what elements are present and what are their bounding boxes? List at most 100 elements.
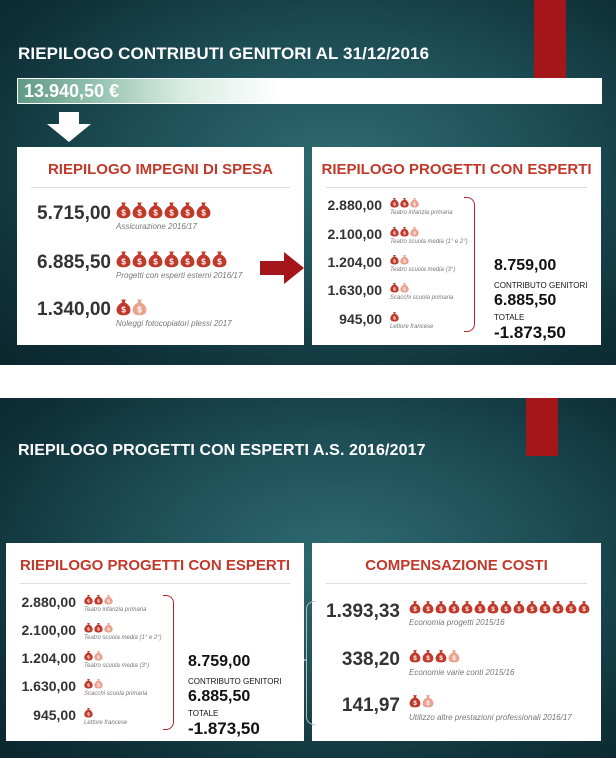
money-bag-icon: $ bbox=[422, 695, 434, 708]
progetti2-sum: 8.759,00 bbox=[188, 653, 251, 670]
money-bag-icon: $ bbox=[410, 198, 419, 208]
progetti1-bags-5: $ bbox=[390, 311, 400, 322]
money-bag-icon: $ bbox=[132, 251, 147, 268]
slide-1-red-tab bbox=[534, 0, 566, 78]
svg-text:$: $ bbox=[97, 655, 100, 661]
connector-line bbox=[272, 659, 306, 735]
money-bag-icon: $ bbox=[116, 251, 131, 268]
money-bag-icon: $ bbox=[390, 255, 399, 265]
svg-text:$: $ bbox=[393, 316, 396, 322]
money-bag-icon: $ bbox=[196, 251, 211, 268]
money-bag-icon: $ bbox=[461, 601, 473, 614]
progetti2-value-4: 1.630,00 bbox=[21, 678, 77, 694]
progetti1-bags-1: $ $ $ bbox=[390, 197, 420, 208]
progetti2-label-5: Lettore francese bbox=[84, 720, 128, 726]
progetti1-label-2: Teatro scuola media (1° e 2°) bbox=[390, 239, 468, 245]
money-bag-icon: $ bbox=[84, 708, 93, 718]
money-bag-icon: $ bbox=[448, 650, 460, 663]
progetti1-label-5: Lettore francese bbox=[390, 324, 434, 330]
svg-text:$: $ bbox=[201, 257, 206, 266]
svg-text:$: $ bbox=[185, 257, 190, 266]
impegni-label-1: Assicurazione 2016/17 bbox=[116, 222, 197, 231]
svg-text:$: $ bbox=[403, 231, 406, 237]
compensazione-bags-2: $ $ $ $ bbox=[409, 649, 461, 663]
svg-text:$: $ bbox=[393, 287, 396, 293]
slide-1: RIEPILOGO CONTRIBUTI GENITORI AL 31/12/2… bbox=[0, 0, 616, 365]
compensazione-title: COMPENSAZIONE COSTI bbox=[365, 557, 548, 574]
impegni-value-2: 6.885,50 bbox=[37, 252, 111, 273]
svg-text:$: $ bbox=[185, 208, 190, 217]
svg-text:$: $ bbox=[169, 257, 174, 266]
money-bag-icon: $ bbox=[104, 595, 113, 605]
impegni-card: RIEPILOGO IMPEGNI DI SPESA 5.715,00 $ $ $ $… bbox=[17, 147, 304, 345]
svg-text:$: $ bbox=[137, 208, 142, 217]
svg-text:$: $ bbox=[413, 606, 417, 613]
compensazione-divider bbox=[326, 583, 587, 584]
money-bag-icon: $ bbox=[422, 650, 434, 663]
compensazione-value-2: 338,20 bbox=[341, 649, 400, 670]
money-bag-icon: $ bbox=[500, 601, 512, 614]
svg-text:$: $ bbox=[393, 259, 396, 265]
progetti2-bags-2: $ $ $ bbox=[84, 622, 114, 633]
progetti2-bags-5: $ bbox=[84, 707, 94, 718]
impegni-title: RIEPILOGO IMPEGNI DI SPESA bbox=[47, 161, 274, 178]
svg-text:$: $ bbox=[169, 208, 174, 217]
progetti1-contributo: 6.885,50 bbox=[494, 292, 557, 309]
slide-2-red-tab bbox=[526, 398, 558, 456]
progetti2-label-3: Teatro scuola media (3°) bbox=[84, 663, 150, 669]
svg-text:$: $ bbox=[87, 712, 90, 718]
money-bag-icon: $ bbox=[400, 283, 409, 293]
down-arrow-icon bbox=[47, 112, 91, 142]
impegni-value-1: 5.715,00 bbox=[37, 203, 111, 224]
money-bag-icon: $ bbox=[409, 601, 421, 614]
svg-text:$: $ bbox=[426, 700, 430, 707]
progetti1-bags-4: $ $ bbox=[390, 282, 410, 293]
progetti1-contributo-label: CONTRIBUTO GENITORI bbox=[494, 281, 588, 290]
progetti1-label-4: Scacchi scuola primaria bbox=[390, 295, 454, 301]
svg-text:$: $ bbox=[107, 627, 110, 633]
progetti1-value-5: 945,00 bbox=[339, 311, 382, 327]
svg-text:$: $ bbox=[87, 655, 90, 661]
progetti1-totale: -1.873,50 bbox=[494, 323, 566, 342]
money-bag-icon: $ bbox=[116, 299, 131, 316]
money-bag-icon: $ bbox=[565, 601, 577, 614]
svg-text:$: $ bbox=[556, 606, 560, 613]
progetti2-totale-label: TOTALE bbox=[188, 709, 219, 718]
progetti2-contributo: 6.885,50 bbox=[188, 688, 251, 705]
money-bag-icon: $ bbox=[180, 202, 195, 219]
compensazione-value-3: 141,97 bbox=[341, 695, 400, 716]
progetti2-label-1: Teatro infanzia primaria bbox=[84, 607, 147, 613]
svg-text:$: $ bbox=[413, 700, 417, 707]
slide-2-title: RIEPILOGO PROGETTI CON ESPERTI A.S. 2016… bbox=[18, 442, 426, 459]
progetti2-totale: -1.873,50 bbox=[188, 719, 260, 738]
money-bag-icon: $ bbox=[94, 651, 103, 661]
svg-text:$: $ bbox=[439, 606, 443, 613]
impegni-label-3: Noleggi fotocopiatori plessi 2017 bbox=[116, 319, 232, 328]
money-bag-icon: $ bbox=[409, 650, 421, 663]
right-arrow-icon bbox=[260, 252, 304, 284]
money-bag-icon: $ bbox=[409, 695, 421, 708]
money-bag-icon: $ bbox=[390, 198, 399, 208]
money-bag-icon: $ bbox=[116, 202, 131, 219]
money-bag-icon: $ bbox=[390, 312, 399, 322]
money-bag-icon: $ bbox=[526, 601, 538, 614]
total-bar: 13.940,50 € bbox=[17, 78, 602, 104]
compensazione-label-3: Utilizzo altre prestazioni professionali… bbox=[409, 713, 572, 722]
progetti2-contributo-label: CONTRIBUTO GENITORI bbox=[188, 677, 282, 686]
progetti-card-2: RIEPILOGO PROGETTI CON ESPERTI 2.880,00 … bbox=[6, 543, 304, 741]
svg-text:$: $ bbox=[153, 208, 158, 217]
svg-text:$: $ bbox=[504, 606, 508, 613]
svg-text:$: $ bbox=[393, 231, 396, 237]
progetti2-bags-1: $ $ $ bbox=[84, 594, 114, 605]
impegni-label-2: Progetti con esperti esterni 2016/17 bbox=[116, 271, 243, 280]
svg-text:$: $ bbox=[530, 606, 534, 613]
money-bag-icon: $ bbox=[94, 595, 103, 605]
progetti2-bracket bbox=[163, 595, 174, 730]
svg-text:$: $ bbox=[393, 202, 396, 208]
money-bag-icon: $ bbox=[552, 601, 564, 614]
svg-text:$: $ bbox=[87, 627, 90, 633]
progetti2-value-3: 1.204,00 bbox=[21, 650, 77, 666]
money-bag-icon: $ bbox=[84, 651, 93, 661]
money-bag-icon: $ bbox=[212, 251, 227, 268]
money-bag-icon: $ bbox=[474, 601, 486, 614]
